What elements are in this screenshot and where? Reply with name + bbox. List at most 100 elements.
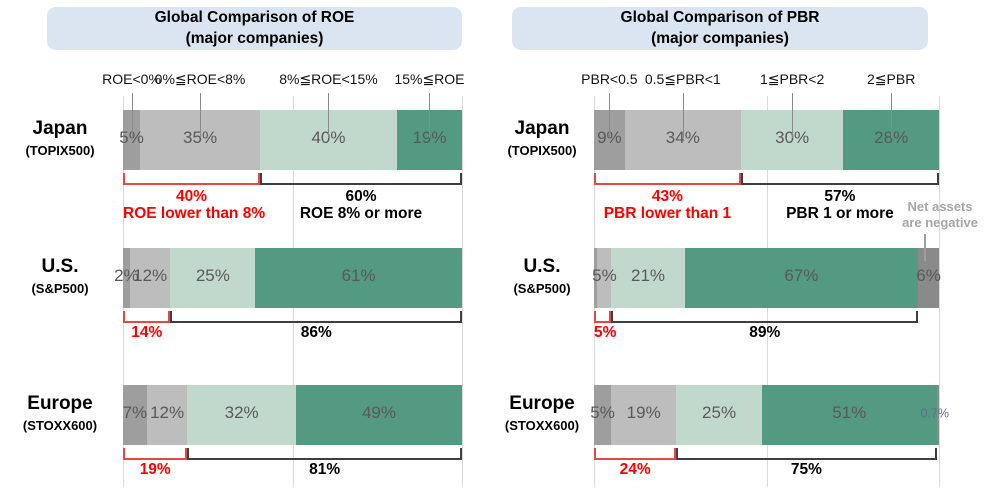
roe-chart-title-box: Global Comparison of ROE (major companie… — [47, 7, 462, 50]
bar-segment: 25% — [676, 385, 762, 445]
bar-segment: 6% — [916, 248, 941, 308]
pbr-chart-title-line-1: Global Comparison of PBR — [620, 9, 820, 27]
pbr-chart-title-box: Global Comparison of PBR (major companie… — [512, 7, 928, 50]
axis-category-label: PBR<0.5 — [581, 71, 638, 87]
high-bracket — [187, 448, 462, 460]
row-label-main: U.S. — [523, 256, 561, 277]
low-percent-label: 40% — [175, 188, 207, 205]
net-assets-negative-note: Net assets are negative — [892, 199, 988, 230]
row-label-main: Europe — [27, 393, 93, 414]
low-percent-label: 14% — [131, 324, 163, 341]
row-label-sub: (TOPIX500) — [507, 142, 577, 158]
low-percent-label: 43% — [651, 188, 683, 205]
net-assets-note-line-2: are negative — [902, 214, 978, 230]
high-percent-label: 60% — [345, 188, 377, 205]
row-label-sub: (STOXX600) — [22, 417, 98, 433]
axis-category-label: 2≦PBR — [867, 71, 916, 87]
bar-segment-label: 25% — [195, 266, 230, 285]
bar-segment-label: 12% — [150, 403, 185, 422]
high-bracket — [676, 448, 937, 460]
axis-category-label: 15%≦ROE — [394, 71, 465, 87]
row-label: Europe (STOXX600) — [2, 393, 118, 433]
bar-segment-label: 7% — [122, 403, 148, 422]
bar-segment-label: 5% — [592, 266, 617, 285]
row-label: Japan (TOPIX500) — [2, 118, 118, 158]
stacked-bar: 2% 12% 25% 61% — [114, 248, 463, 308]
low-percent-label: 24% — [619, 461, 651, 478]
bar-segment-label: 6% — [916, 266, 941, 285]
stacked-bar: 9% 34% 30% 28% — [594, 110, 939, 170]
high-desc-label: PBR 1 or more — [786, 205, 894, 222]
bar-segment-label: 51% — [832, 403, 867, 422]
axis-category-tick — [609, 93, 611, 138]
high-bracket — [170, 311, 462, 323]
chart-row: Japan (TOPIX500) 5% 35% 40% 19% 40% ROE lower t… — [0, 110, 494, 230]
high-percent-label: 89% — [749, 324, 781, 341]
low-desc-label: ROE lower than 8% — [123, 205, 266, 222]
bar-segment: 5% — [590, 385, 615, 445]
pbr-chart: Global Comparison of PBR (major companie… — [494, 0, 988, 494]
axis-category-tick — [131, 93, 133, 138]
row-label: U.S. (S&P500) — [2, 256, 118, 296]
bar-segment-label: 32% — [224, 403, 259, 422]
bar-segment-label: 12% — [133, 266, 168, 285]
axis-category-label: 0%≦ROE<8% — [154, 71, 246, 87]
gridline — [939, 96, 940, 487]
row-label-main: Europe — [509, 393, 575, 414]
net-assets-note-line-1: Net assets — [907, 199, 973, 214]
net-assets-note-tick — [924, 234, 926, 261]
chart-row: U.S. (S&P500) 2% 12% 25% 61% 14% 86% — [0, 248, 494, 368]
axis-category-label: 1≦PBR<2 — [759, 71, 825, 87]
bar-segment: 32% — [187, 385, 296, 445]
low-desc-label: PBR lower than 1 — [603, 205, 732, 222]
bar-segment: 19% — [611, 385, 677, 445]
row-label: Europe (STOXX600) — [494, 393, 590, 433]
row-label: U.S. (S&P500) — [494, 256, 590, 296]
bar-segment-label: 49% — [361, 403, 396, 422]
axis-category-label: 0.5≦PBR<1 — [644, 71, 721, 87]
bar-segment: 7% — [123, 385, 147, 445]
bar-segment-label: 61% — [341, 266, 376, 285]
roe-chart-title-line-2: (major companies) — [185, 29, 324, 47]
bar-segment: 67% — [684, 248, 919, 308]
axis-category-tick — [429, 93, 431, 138]
row-label-sub: (STOXX600) — [504, 417, 580, 433]
bar-segment-label: 2% — [114, 266, 139, 285]
row-label-sub: (S&P500) — [31, 280, 89, 296]
low-bracket — [594, 311, 612, 323]
bar-segment: 21% — [611, 248, 685, 308]
row-label: Japan (TOPIX500) — [494, 118, 590, 158]
bar-segment: 25% — [170, 248, 256, 308]
axis-category-tick — [200, 93, 202, 138]
axis-category-label: 8%≦ROE<15% — [279, 71, 378, 87]
bar-segment: 2% — [114, 248, 139, 308]
bar-segment-label: 19% — [626, 403, 661, 422]
bar-segment: 12% — [129, 248, 171, 308]
high-percent-label: 86% — [300, 324, 332, 341]
bar-segment — [594, 248, 598, 308]
pbr-plot-area: PBR<0.5 0.5≦PBR<1 1≦PBR<2 2≦PBR Japan (TOPIX5… — [494, 0, 988, 494]
roe-chart: Global Comparison of ROE (major companie… — [0, 7, 494, 494]
low-bracket — [123, 311, 171, 323]
axis-category-label: ROE<0% — [102, 71, 161, 87]
bar-segment-label: 5% — [590, 403, 615, 422]
bar-segment: 51% — [761, 385, 937, 445]
low-bracket — [123, 448, 188, 460]
low-bracket — [123, 173, 260, 185]
pbr-chart-title-line-2: (major companies) — [651, 29, 789, 47]
high-desc-label: ROE 8% or more — [299, 205, 423, 222]
bar-segment: 61% — [255, 248, 463, 308]
bar-segment: 49% — [295, 385, 463, 445]
stacked-bar: 5% 19% 25% 51% 0.7% — [590, 385, 949, 445]
bar-segment-label: 67% — [784, 266, 819, 285]
axis-category-tick — [891, 93, 893, 138]
gridline — [462, 96, 463, 487]
bar-segment: 0.7% — [921, 385, 949, 445]
high-percent-label: 81% — [309, 461, 341, 478]
axis-category-tick — [792, 93, 794, 138]
high-percent-label: 57% — [824, 188, 856, 205]
stacked-bar: 5% 35% 40% 19% — [119, 110, 462, 170]
bar-segment: 5% — [592, 248, 617, 308]
chart-row: Europe (STOXX600) 7% 12% 32% 49% 19% 81% — [0, 385, 494, 494]
